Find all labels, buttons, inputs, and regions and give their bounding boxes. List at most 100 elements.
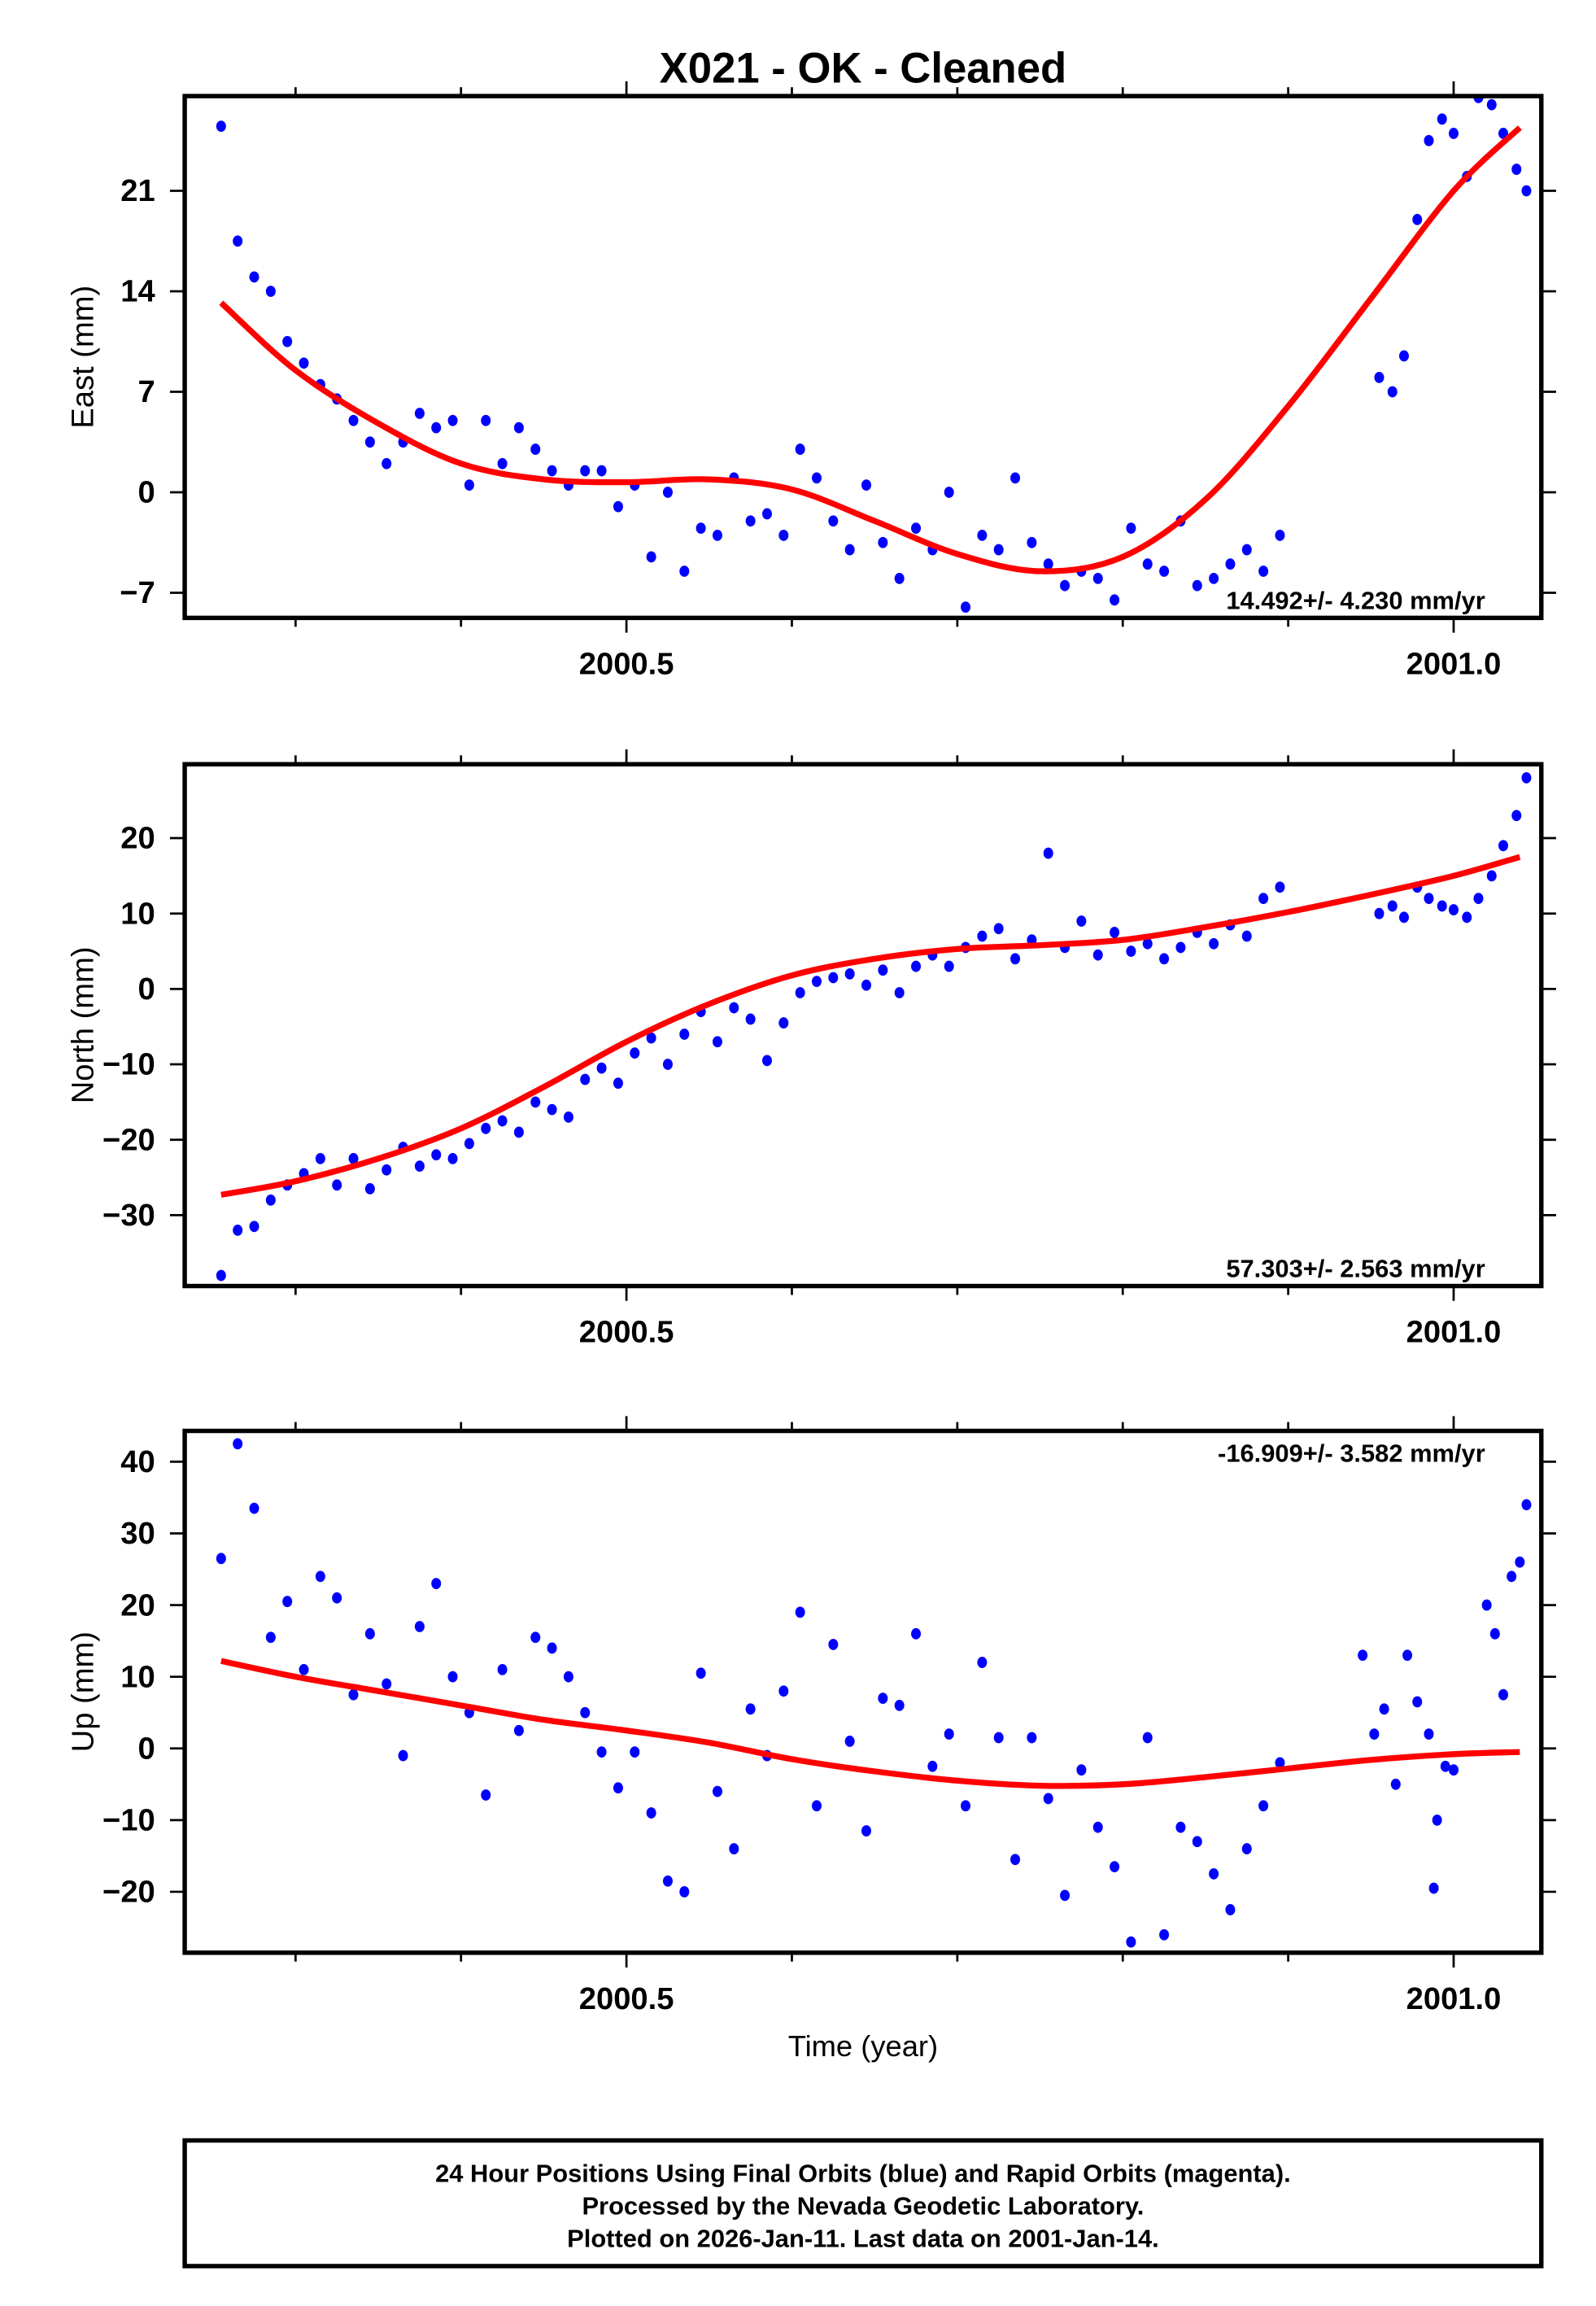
data-point: [1275, 1757, 1285, 1769]
chart-title: X021 - OK - Cleaned: [660, 45, 1067, 93]
data-point: [1507, 1570, 1517, 1583]
data-point: [464, 1138, 474, 1150]
data-point: [1076, 915, 1087, 927]
footer-line-3: Plotted on 2026-Jan-11. Last data on 200…: [567, 2224, 1159, 2252]
data-point: [1060, 1889, 1071, 1902]
data-point: [1398, 911, 1409, 924]
data-point: [364, 436, 375, 448]
y-tick-label: −20: [102, 1875, 155, 1910]
data-point: [1428, 1882, 1439, 1894]
data-point: [679, 566, 690, 577]
data-point: [761, 1055, 772, 1067]
data-point: [1387, 900, 1398, 912]
data-point: [547, 1103, 557, 1116]
data-point: [1515, 1556, 1525, 1568]
data-point: [778, 1017, 789, 1029]
data-point: [530, 1631, 541, 1644]
data-point: [1424, 1728, 1434, 1740]
data-point: [513, 1724, 524, 1736]
data-point: [778, 530, 789, 541]
data-point: [1159, 1928, 1170, 1941]
data-point: [828, 972, 839, 984]
x-tick-label: 2000.5: [579, 1981, 674, 2016]
footer-box: 24 Hour Positions Using Final Orbits (bl…: [182, 2138, 1544, 2269]
data-point: [382, 1164, 392, 1176]
data-point: [414, 408, 425, 419]
footer-line-2: Processed by the Nevada Geodetic Laborat…: [582, 2191, 1144, 2220]
data-point: [712, 530, 722, 541]
data-point: [233, 235, 243, 247]
data-point: [1486, 98, 1497, 111]
data-point: [1241, 1843, 1252, 1854]
data-point: [1369, 1728, 1380, 1740]
data-point: [1437, 900, 1447, 912]
data-point: [861, 479, 871, 491]
data-point: [1424, 134, 1434, 146]
data-point: [1110, 594, 1120, 606]
data-point: [1060, 579, 1071, 592]
data-point: [811, 976, 822, 988]
data-point: [1209, 937, 1219, 950]
data-point: [1027, 1732, 1037, 1744]
data-point: [1027, 536, 1037, 548]
data-point: [1126, 522, 1136, 535]
data-point: [1489, 1627, 1500, 1640]
data-point: [828, 1639, 839, 1650]
data-point: [431, 1149, 442, 1161]
data-point: [382, 1678, 392, 1690]
data-point: [1209, 572, 1219, 584]
data-point: [481, 1122, 491, 1134]
data-point: [696, 1667, 706, 1679]
up-panel: 2000.5 2001.0 40 30 20 10 0 −10 −20 Up (mm) -16.90…: [65, 1416, 1556, 2016]
data-point: [1159, 953, 1170, 965]
data-point: [761, 508, 772, 520]
data-point: [563, 1112, 573, 1123]
plot-frame: [182, 94, 1544, 621]
y-tick-label: 0: [138, 1731, 155, 1766]
data-point: [1437, 113, 1447, 125]
data-point: [249, 1221, 259, 1233]
data-point: [894, 987, 905, 998]
velocity-label: 14.492+/- 4.230 mm/yr: [1226, 586, 1485, 614]
y-tick-label: 20: [120, 821, 155, 856]
fit-curve: [220, 854, 1521, 1198]
data-point: [315, 1570, 325, 1583]
y-axis-label: East (mm): [65, 286, 100, 429]
footer-line-1: 24 Hour Positions Using Final Orbits (bl…: [435, 2159, 1291, 2187]
data-point: [1241, 544, 1252, 556]
data-point: [1010, 1854, 1021, 1866]
data-point: [828, 515, 839, 527]
data-point: [1258, 893, 1269, 905]
data-point: [961, 601, 971, 614]
data-point: [1258, 1800, 1269, 1812]
y-axis-label: North (mm): [65, 946, 100, 1103]
data-point: [513, 421, 524, 434]
data-point: [431, 1578, 442, 1590]
data-point: [878, 964, 888, 976]
y-tick-label: 21: [120, 173, 155, 208]
data-point: [1448, 128, 1459, 139]
data-point: [795, 443, 805, 455]
data-point: [282, 335, 293, 347]
data-point: [1432, 1814, 1442, 1826]
x-tick-label: 2000.5: [579, 646, 674, 681]
data-point: [1209, 1868, 1219, 1880]
data-point: [364, 1183, 375, 1194]
data-point: [1225, 558, 1236, 570]
data-point: [745, 1703, 756, 1715]
data-point: [431, 421, 442, 434]
data-point: [1481, 1599, 1492, 1611]
data-point: [613, 1077, 623, 1090]
data-point: [348, 414, 359, 426]
data-point: [646, 1032, 656, 1044]
data-point: [630, 1746, 640, 1758]
data-point: [927, 1760, 938, 1772]
data-point: [1225, 1904, 1236, 1915]
data-point: [729, 1002, 739, 1014]
data-point: [596, 1062, 607, 1074]
data-point: [1142, 937, 1153, 950]
velocity-label: 57.303+/- 2.563 mm/yr: [1226, 1255, 1485, 1283]
data-point: [1521, 771, 1532, 784]
data-point: [811, 472, 822, 484]
data-point: [977, 1657, 988, 1668]
